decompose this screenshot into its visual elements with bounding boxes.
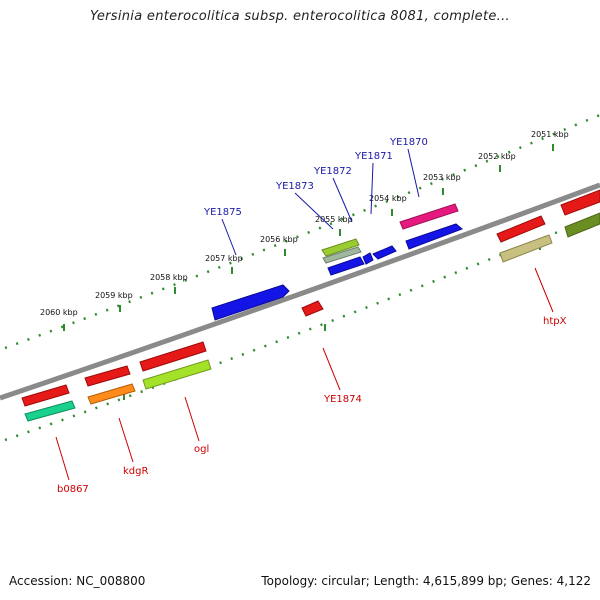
kbp-label-2053: 2053 kbp: [423, 173, 461, 182]
gene-label-htpx: htpX: [543, 316, 567, 327]
kbp-label-2054: 2054 kbp: [369, 194, 407, 203]
kbp-label-2058: 2058 kbp: [150, 273, 188, 282]
kbp-label-2051: 2051 kbp: [531, 130, 569, 139]
gene-label-ye1873: YE1873: [275, 181, 314, 192]
gene-arrow-ye1873: [321, 238, 360, 257]
gene-arrow-kdgr-a: [84, 365, 131, 387]
kbp-label-2052: 2052 kbp: [478, 152, 516, 161]
gene-label-ye1875: YE1875: [203, 207, 242, 218]
gene-arrow-b0867b: [24, 400, 76, 422]
kbp-label-2057: 2057 kbp: [205, 254, 243, 263]
gene-arrow-ye1872: [327, 256, 365, 276]
gene-arrow-ye1873b: [322, 246, 362, 264]
gene-arrow-ye1875: [211, 284, 290, 321]
gene-arrow-edge-b: [564, 212, 600, 238]
gene-arrow-b0867a: [21, 384, 70, 407]
gene-arrow-edge-a: [560, 189, 600, 216]
accession-text: Accession: NC_008800: [9, 574, 146, 588]
gene-arrow-ye1870b: [405, 223, 463, 250]
gene-arrow-ye1871: [362, 252, 374, 265]
kbp-label-2059: 2059 kbp: [95, 291, 133, 300]
gene-label-ye1870: YE1870: [389, 137, 428, 148]
gene-label-ye1871: YE1871: [354, 151, 393, 162]
gene-label-b0867: b0867: [57, 484, 89, 495]
kbp-label-2055: 2055 kbp: [315, 215, 353, 224]
gene-arrow-ye1874: [301, 300, 324, 317]
gene-arrow-ye1871b: [372, 245, 397, 260]
kbp-label-2060: 2060 kbp: [40, 308, 78, 317]
gene-arrow-ogl-b: [142, 359, 212, 390]
gene-arrow-ye1870a: [399, 203, 459, 230]
topology-text: Topology: circular; Length: 4,615,899 bp…: [261, 574, 591, 588]
kbp-label-2056: 2056 kbp: [260, 235, 298, 244]
gene-arrow-htpx-b: [499, 234, 553, 263]
gene-label-ye1874: YE1874: [323, 394, 362, 405]
gene-label-ye1872: YE1872: [313, 166, 352, 177]
reverse-strand-features: [21, 189, 600, 422]
forward-strand-features: [211, 203, 463, 321]
gene-arrow-ogl-a: [139, 341, 207, 372]
gene-label-ogl: ogl: [194, 444, 209, 455]
gene-label-kdgr: kdgR: [123, 466, 148, 477]
map-title: Yersinia enterocolitica subsp. enterocol…: [90, 9, 510, 24]
forward-leader-lines: [221, 148, 420, 256]
gene-arrow-htpx-a: [496, 215, 546, 243]
reverse-leader-lines: [55, 267, 554, 481]
gene-arrow-kdgr-b: [87, 383, 136, 405]
genome-backbone: [0, 182, 600, 401]
